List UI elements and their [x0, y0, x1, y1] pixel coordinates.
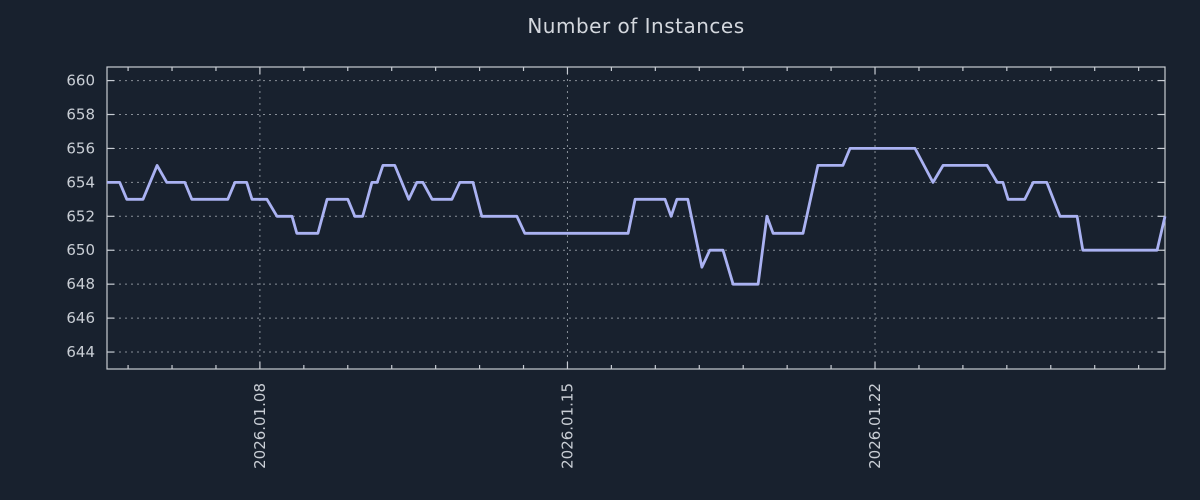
- x-tick-label: 2026.01.08: [251, 383, 269, 469]
- series-line: [107, 146, 1167, 286]
- chart-title: Number of Instances: [527, 14, 745, 38]
- y-tick-label: 648: [66, 275, 95, 293]
- y-tick-label: 646: [66, 309, 95, 327]
- y-tick-label: 644: [66, 343, 95, 361]
- y-tick-label: 650: [66, 241, 95, 259]
- y-tick-label: 660: [66, 72, 95, 90]
- y-tick-label: 654: [66, 173, 95, 191]
- y-tick-label: 658: [66, 106, 95, 124]
- y-tick-label: 652: [66, 207, 95, 225]
- x-tick-label: 2026.01.15: [559, 383, 577, 469]
- y-tick-label: 656: [66, 139, 95, 157]
- x-tick-label: 2026.01.22: [866, 383, 884, 469]
- chart-frame: [106, 66, 1166, 370]
